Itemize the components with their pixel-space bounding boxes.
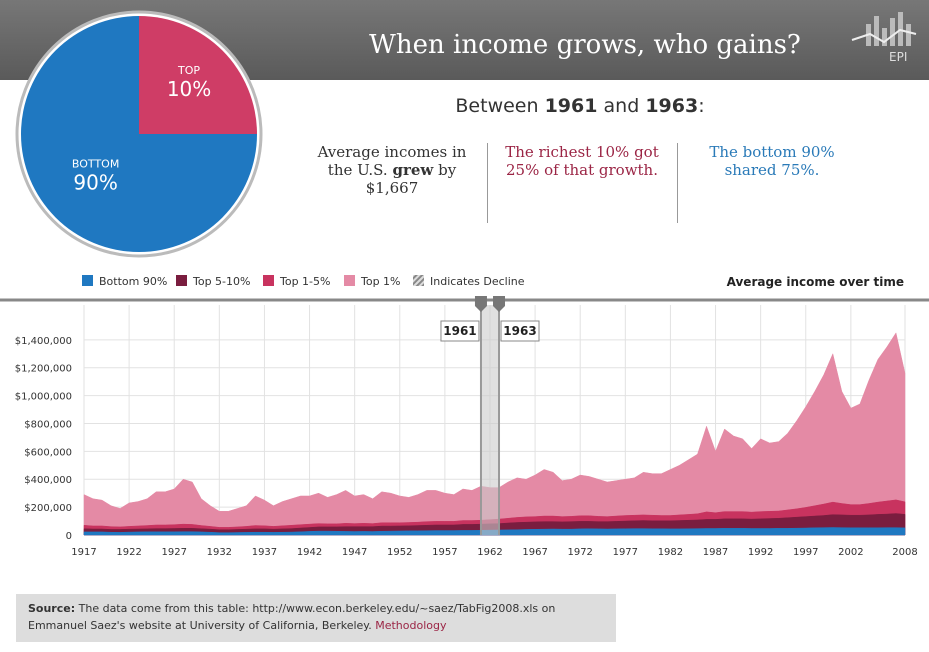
text: The bottom 90% shared 75%. xyxy=(709,143,835,179)
summary-heading: Between 1961 and 1963: xyxy=(300,95,860,117)
y-tick-label: $1,000,000 xyxy=(15,392,72,403)
x-tick-label: 2008 xyxy=(892,547,917,558)
x-tick-label: 1932 xyxy=(207,547,232,558)
x-tick-label: 1967 xyxy=(522,547,547,558)
selection-label: 1963 xyxy=(503,324,536,338)
legend-label: Top 5-10% xyxy=(192,275,250,288)
x-tick-label: 1992 xyxy=(748,547,773,558)
selection-band xyxy=(480,305,500,535)
legend-label: Top 1% xyxy=(360,275,401,288)
legend-swatch xyxy=(344,275,355,286)
summary-column: Average incomes in the U.S. grew by $1,6… xyxy=(307,143,477,197)
chart-title: Average income over time xyxy=(727,275,904,289)
y-tick-label: $1,400,000 xyxy=(15,336,72,347)
source-text: The data come from this table: http://ww… xyxy=(28,602,556,632)
y-tick-label: 0 xyxy=(66,531,72,542)
x-tick-label: 1982 xyxy=(658,547,683,558)
legend-swatch xyxy=(413,275,424,286)
separator xyxy=(487,143,488,223)
text: The richest 10% got 25% of that growth. xyxy=(505,143,659,179)
pie-label: 10% xyxy=(167,77,211,101)
legend-swatch xyxy=(82,275,93,286)
x-tick-label: 1987 xyxy=(703,547,728,558)
source-label: Source: xyxy=(28,602,76,615)
x-tick-label: 1922 xyxy=(116,547,141,558)
y-tick-label: $600,000 xyxy=(24,447,72,458)
text: grew xyxy=(392,161,434,179)
x-tick-label: 1952 xyxy=(387,547,412,558)
source: Source: The data come from this table: h… xyxy=(16,594,616,642)
logo: EPI xyxy=(889,50,908,64)
x-tick-label: 1947 xyxy=(342,547,367,558)
x-tick-label: 1997 xyxy=(793,547,818,558)
text: Average incomes in the U.S. xyxy=(317,143,467,179)
text: : xyxy=(698,95,705,117)
x-tick-label: 1957 xyxy=(432,547,457,558)
x-tick-label: 1927 xyxy=(161,547,186,558)
separator xyxy=(677,143,678,223)
x-tick-label: 1937 xyxy=(252,547,277,558)
legend-label: Bottom 90% xyxy=(99,275,167,288)
summary-column: The bottom 90% shared 75%. xyxy=(687,143,857,179)
area xyxy=(83,332,906,536)
year: 1963 xyxy=(645,95,699,117)
x-tick-label: 1977 xyxy=(613,547,638,558)
y-tick-label: $800,000 xyxy=(24,419,72,430)
selection-label: 1961 xyxy=(443,324,476,338)
x-tick-label: 2002 xyxy=(838,547,863,558)
text: Between xyxy=(455,95,539,117)
pie-label: TOP xyxy=(177,64,200,77)
summary-column: The richest 10% got 25% of that growth. xyxy=(497,143,667,179)
selection-box xyxy=(500,320,540,342)
x-tick-label: 1972 xyxy=(567,547,592,558)
logo-bars xyxy=(851,12,917,46)
y-tick-label: $400,000 xyxy=(24,475,72,486)
pie-slice xyxy=(139,16,257,134)
legend-label: Top 1-5% xyxy=(279,275,330,288)
pie-label: BOTTOM xyxy=(72,157,119,170)
legend-label: Indicates Decline xyxy=(430,275,525,288)
methodology-link[interactable]: Methodology xyxy=(375,619,447,632)
pie-slice xyxy=(21,16,257,252)
y-tick-label: $200,000 xyxy=(24,503,72,514)
selection-box xyxy=(440,320,480,342)
selection-handle xyxy=(474,296,487,312)
text: by $1,667 xyxy=(365,161,457,197)
legend-swatch xyxy=(263,275,274,286)
x-tick-label: 1942 xyxy=(297,547,322,558)
x-tick-label: 1917 xyxy=(71,547,96,558)
y-tick-label: $1,200,000 xyxy=(15,364,72,375)
year: 1961 xyxy=(544,95,598,117)
title: When income grows, who gains? xyxy=(369,30,801,60)
text: and xyxy=(603,95,640,117)
selection-handle xyxy=(493,296,506,312)
pie-label: 90% xyxy=(73,170,117,194)
x-tick-label: 1962 xyxy=(477,547,502,558)
legend-swatch xyxy=(176,275,187,286)
